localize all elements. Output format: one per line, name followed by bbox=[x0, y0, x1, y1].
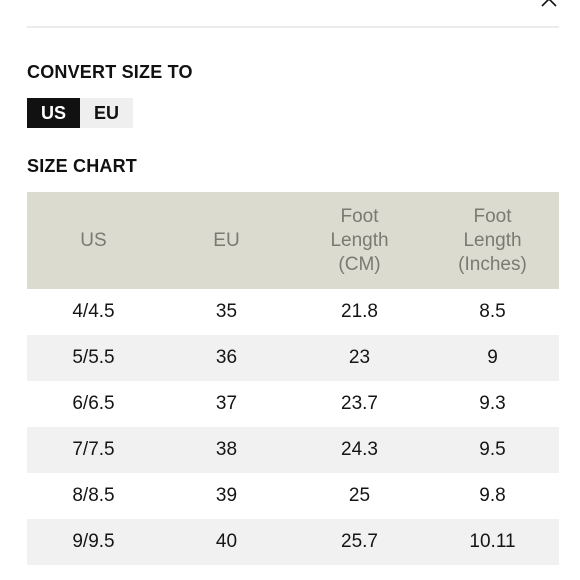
foot-length-inches-cell: 9.5 bbox=[426, 427, 559, 473]
table-row: 8/8.5 39 25 9.8 bbox=[27, 473, 559, 519]
us-size-cell: 4/4.5 bbox=[27, 289, 160, 335]
us-size-cell: 7/7.5 bbox=[27, 427, 160, 473]
column-header-line: (Inches) bbox=[458, 253, 527, 275]
us-size-cell: 8/8.5 bbox=[27, 473, 160, 519]
us-column-header: US bbox=[27, 192, 160, 289]
column-header-line: Length bbox=[463, 229, 522, 251]
column-header-line: US bbox=[80, 229, 107, 251]
close-icon[interactable] bbox=[540, 0, 558, 8]
table-row: 9/9.5 40 25.7 10.11 bbox=[27, 519, 559, 565]
column-header-line: (CM) bbox=[338, 253, 381, 275]
table-body: 4/4.5 35 21.8 8.5 5/5.5 36 23 9 6/6.5 37 23.7 9.3 7/… bbox=[27, 289, 559, 565]
foot-length-inches-cell: 8.5 bbox=[426, 289, 559, 335]
foot-length-inches-cell: 9.3 bbox=[426, 381, 559, 427]
table-row: 6/6.5 37 23.7 9.3 bbox=[27, 381, 559, 427]
us-size-cell: 6/6.5 bbox=[27, 381, 160, 427]
foot-length-inches-cell: 9 bbox=[426, 335, 559, 381]
eu-size-cell: 36 bbox=[160, 335, 293, 381]
foot-length-cm-header: Foot Length (CM) bbox=[293, 192, 426, 289]
foot-length-cm-cell: 25.7 bbox=[293, 519, 426, 565]
table-row: 5/5.5 36 23 9 bbox=[27, 335, 559, 381]
size-chart-table: US EU Foot Length (CM) Foot Length (Inches) 4/4… bbox=[27, 192, 559, 565]
header-divider bbox=[27, 26, 559, 28]
toggle-eu-button[interactable]: EU bbox=[80, 98, 133, 128]
convert-size-title: CONVERT SIZE TO bbox=[27, 62, 193, 82]
column-header-line: Foot bbox=[473, 205, 512, 227]
foot-length-inches-header: Foot Length (Inches) bbox=[426, 192, 559, 289]
toggle-us-button[interactable]: US bbox=[27, 98, 80, 128]
foot-length-cm-cell: 23 bbox=[293, 335, 426, 381]
eu-size-cell: 35 bbox=[160, 289, 293, 335]
unit-toggle: US EU bbox=[27, 98, 133, 128]
table-row: 4/4.5 35 21.8 8.5 bbox=[27, 289, 559, 335]
us-size-cell: 5/5.5 bbox=[27, 335, 160, 381]
eu-size-cell: 39 bbox=[160, 473, 293, 519]
foot-length-cm-cell: 25 bbox=[293, 473, 426, 519]
eu-size-cell: 40 bbox=[160, 519, 293, 565]
column-header-line: Length bbox=[330, 229, 389, 251]
foot-length-cm-cell: 23.7 bbox=[293, 381, 426, 427]
foot-length-cm-cell: 24.3 bbox=[293, 427, 426, 473]
eu-size-cell: 38 bbox=[160, 427, 293, 473]
us-size-cell: 9/9.5 bbox=[27, 519, 160, 565]
foot-length-inches-cell: 10.11 bbox=[426, 519, 559, 565]
table-header-row: US EU Foot Length (CM) Foot Length (Inches) bbox=[27, 192, 559, 289]
eu-size-cell: 37 bbox=[160, 381, 293, 427]
eu-column-header: EU bbox=[160, 192, 293, 289]
table-row: 7/7.5 38 24.3 9.5 bbox=[27, 427, 559, 473]
foot-length-cm-cell: 21.8 bbox=[293, 289, 426, 335]
size-chart-title: SIZE CHART bbox=[27, 156, 137, 176]
column-header-line: Foot bbox=[340, 205, 379, 227]
foot-length-inches-cell: 9.8 bbox=[426, 473, 559, 519]
column-header-line: EU bbox=[213, 229, 240, 251]
